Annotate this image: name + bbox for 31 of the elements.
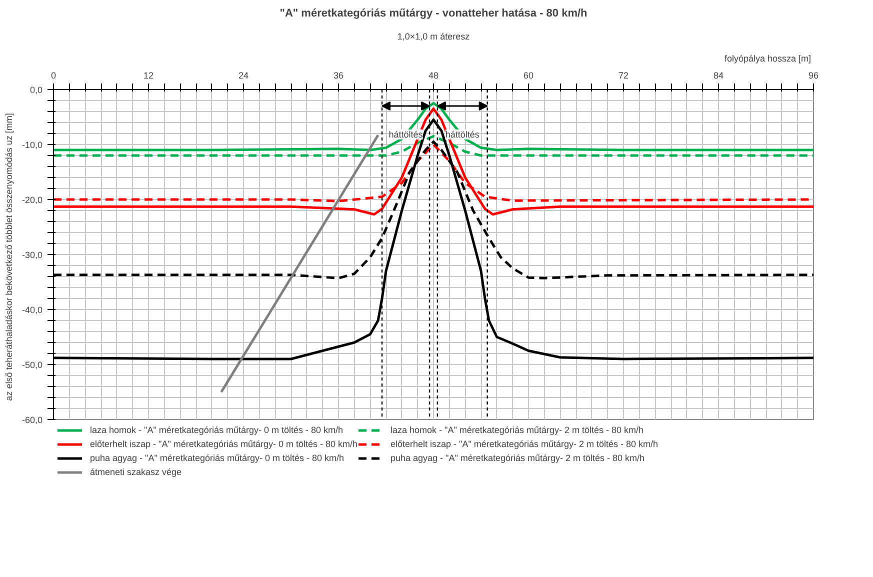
- legend-label: puha agyag - "A" méretkategóriás műtárgy- 2 m töltés - 80 km/h: [390, 452, 644, 465]
- x-axis-title: folyópálya hossza [m]: [724, 54, 812, 64]
- x-tick-label: 60: [523, 70, 534, 80]
- legend-label: előterhelt iszap - "A" méretkategóriás műtárgy- 2 m töltés - 80 km/h: [390, 438, 658, 451]
- line-series: [54, 102, 814, 152]
- y-tick-label: -50,0: [22, 360, 42, 370]
- chart-title: "A" méretkategóriás műtárgy - vonatteher hatása - 80 km/h: [280, 8, 588, 20]
- y-tick-label: 0,0: [30, 85, 43, 95]
- y-tick-label: -60,0: [22, 415, 42, 425]
- legend-label: átmeneti szakasz vége: [90, 466, 182, 479]
- y-tick-label: -30,0: [22, 250, 42, 260]
- y-tick-label: -10,0: [22, 140, 42, 150]
- legend-label: puha agyag - "A" méretkategóriás műtárgy- 0 m töltés - 80 km/h: [90, 452, 344, 465]
- annotation: háttöltés: [388, 130, 424, 140]
- legend-label: laza homok - "A" méretkategóriás műtárgy- 0 m töltés - 80 km/h: [90, 424, 343, 437]
- line-series: [54, 108, 814, 216]
- x-tick-label: 48: [428, 70, 439, 80]
- y-tick-label: -20,0: [22, 195, 42, 205]
- x-tick-label: 36: [333, 70, 344, 80]
- legend-label: laza homok - "A" méretkategóriás műtárgy- 2 m töltés - 80 km/h: [390, 424, 644, 437]
- legend-label: előterhelt iszap - "A" méretkategóriás műtárgy- 0 m töltés - 80 km/h: [90, 438, 358, 451]
- text: 1,0×1,0 m áteresz: [397, 32, 470, 42]
- y-tick-label: -40,0: [22, 305, 42, 315]
- x-tick-label: 24: [238, 70, 249, 80]
- x-tick-label: 12: [143, 70, 154, 80]
- x-tick-label: 84: [713, 70, 724, 80]
- y-axis-title: az első teheráthaladáskor bekövetkező többlet összenyomódás uz [mm]: [4, 113, 14, 401]
- x-tick-label: 0: [50, 70, 56, 80]
- x-tick-label: 72: [618, 70, 629, 80]
- annotation: háttöltés: [445, 130, 480, 140]
- x-tick-label: 96: [808, 70, 819, 80]
